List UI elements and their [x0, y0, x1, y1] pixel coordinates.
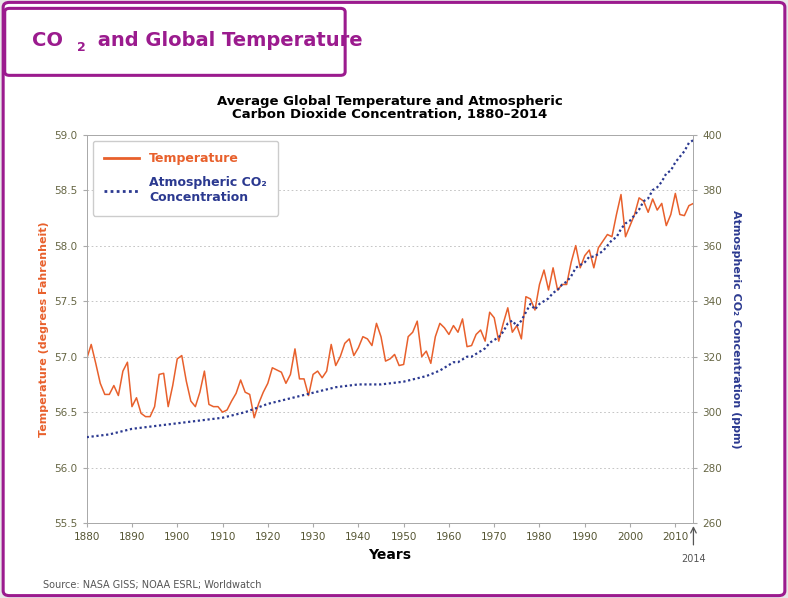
Text: Carbon Dioxide Concentration, 1880–2014: Carbon Dioxide Concentration, 1880–2014: [232, 108, 548, 121]
FancyBboxPatch shape: [3, 2, 785, 596]
Legend: Temperature, Atmospheric CO₂
Concentration: Temperature, Atmospheric CO₂ Concentrati…: [93, 141, 278, 215]
Text: and Global Temperature: and Global Temperature: [91, 30, 362, 50]
X-axis label: Years: Years: [369, 548, 411, 562]
Text: Average Global Temperature and Atmospheric: Average Global Temperature and Atmospher…: [217, 95, 563, 108]
Text: 2014: 2014: [681, 554, 706, 565]
Text: Source: NASA GISS; NOAA ESRL; Worldwatch: Source: NASA GISS; NOAA ESRL; Worldwatch: [43, 580, 262, 590]
Text: 2: 2: [77, 41, 86, 54]
Y-axis label: Temperature (degrees Fahrenheit): Temperature (degrees Fahrenheit): [39, 221, 49, 437]
FancyBboxPatch shape: [5, 8, 345, 75]
Text: CO: CO: [32, 30, 62, 50]
Y-axis label: Atmospheric CO₂ Concentration (ppm): Atmospheric CO₂ Concentration (ppm): [730, 209, 741, 448]
